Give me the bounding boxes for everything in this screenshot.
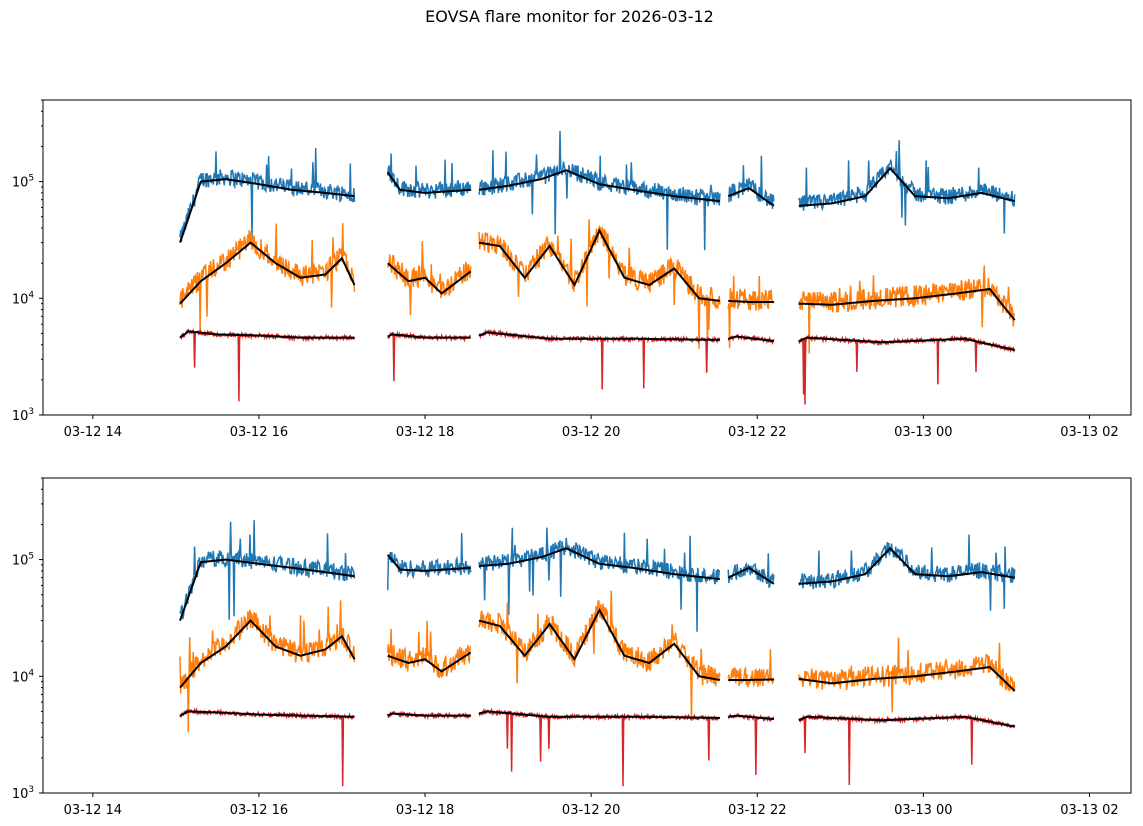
y-tick-label: 105 bbox=[12, 174, 34, 191]
y-tick-label: 103 bbox=[12, 407, 34, 424]
series-high-smooth-seg-0 bbox=[179, 558, 355, 621]
series-mid-raw-seg-2 bbox=[478, 590, 721, 722]
series-low-raw-seg-2 bbox=[478, 707, 721, 787]
series-low-smooth-seg-1 bbox=[387, 333, 471, 339]
series-low-smooth-seg-0 bbox=[179, 330, 355, 339]
x-tick-label: 03-12 18 bbox=[396, 425, 454, 440]
axes-frame bbox=[42, 99, 1132, 416]
series-mid-smooth-seg-0 bbox=[179, 619, 356, 689]
series-high-smooth-seg-4 bbox=[798, 546, 1015, 585]
series-low-raw-seg-3 bbox=[727, 713, 775, 776]
series-high-smooth-seg-0 bbox=[179, 178, 355, 243]
series-low-raw-seg-0 bbox=[179, 328, 356, 402]
x-tick-label: 03-12 14 bbox=[64, 803, 122, 818]
x-tick-label: 03-12 14 bbox=[64, 425, 122, 440]
series-mid-smooth-seg-1 bbox=[387, 262, 472, 295]
series-mid-raw-seg-4 bbox=[798, 637, 1016, 713]
plot-area bbox=[179, 520, 1016, 787]
series-low-smooth-seg-3 bbox=[728, 714, 775, 721]
x-tick-label: 03-12 22 bbox=[728, 803, 786, 818]
series-mid-raw-seg-0 bbox=[179, 223, 356, 331]
series-mid-smooth-seg-3 bbox=[728, 299, 774, 303]
series-mid-raw-seg-0 bbox=[179, 600, 356, 733]
series-high-raw-seg-2 bbox=[478, 527, 720, 632]
series-low-raw-seg-1 bbox=[387, 330, 471, 382]
x-tick-label: 03-12 22 bbox=[728, 425, 786, 440]
series-mid-smooth-seg-4 bbox=[798, 287, 1016, 321]
x-tick-label: 03-13 02 bbox=[1060, 803, 1118, 818]
series-high-raw-seg-1 bbox=[386, 153, 472, 199]
y-tick-label: 103 bbox=[12, 785, 34, 802]
series-mid-raw-seg-3 bbox=[727, 649, 775, 688]
y-tick-label: 104 bbox=[12, 290, 35, 307]
x-tick-label: 03-13 02 bbox=[1060, 425, 1118, 440]
series-high-raw-seg-0 bbox=[179, 148, 356, 242]
x-tick-label: 03-13 00 bbox=[894, 425, 952, 440]
series-mid-smooth-seg-2 bbox=[478, 228, 721, 302]
series-mid-smooth-seg-4 bbox=[798, 665, 1016, 692]
series-mid-raw-seg-1 bbox=[386, 620, 472, 679]
figure-title: EOVSA flare monitor for 2026-03-12 bbox=[425, 7, 714, 26]
series-high-raw-seg-4 bbox=[798, 534, 1016, 611]
x-tick-label: 03-12 20 bbox=[562, 425, 620, 440]
series-low-smooth-seg-1 bbox=[387, 712, 471, 717]
series-low-raw-seg-4 bbox=[798, 334, 1016, 405]
series-high-raw-seg-0 bbox=[179, 520, 356, 620]
series-mid-smooth-seg-0 bbox=[179, 241, 356, 305]
series-high-raw-seg-1 bbox=[386, 532, 472, 591]
series-low-raw-seg-0 bbox=[179, 706, 355, 787]
series-low-raw-seg-4 bbox=[798, 713, 1016, 786]
x-tick-label: 03-12 20 bbox=[562, 803, 620, 818]
series-high-smooth-seg-2 bbox=[478, 547, 720, 581]
x-tick-label: 03-12 18 bbox=[396, 803, 454, 818]
x-tick-label: 03-13 00 bbox=[894, 803, 952, 818]
series-low-smooth-seg-4 bbox=[798, 715, 1015, 728]
series-high-smooth-seg-1 bbox=[386, 554, 471, 572]
series-high-smooth-seg-3 bbox=[727, 186, 775, 207]
y-tick-label: 105 bbox=[12, 552, 34, 569]
y-tick-label: 104 bbox=[12, 668, 35, 685]
series-high-smooth-seg-2 bbox=[478, 169, 720, 203]
subplot-bottom: 03-12 14 03-12 16 03-12 18 03-12 20 03-12 22… bbox=[12, 477, 1132, 818]
series-high-smooth-seg-3 bbox=[727, 566, 775, 585]
subplot-top: 03-12 14 03-12 16 03-12 18 03-12 20 03-12 22… bbox=[12, 99, 1132, 440]
series-high-raw-seg-3 bbox=[727, 553, 775, 589]
series-low-smooth-seg-2 bbox=[478, 331, 720, 341]
series-low-smooth-seg-0 bbox=[179, 710, 355, 718]
plot-area bbox=[179, 130, 1016, 405]
series-mid-smooth-seg-1 bbox=[387, 651, 472, 673]
series-mid-raw-seg-4 bbox=[798, 265, 1015, 354]
x-tick-label: 03-12 16 bbox=[230, 803, 288, 818]
series-high-smooth-seg-4 bbox=[798, 166, 1015, 207]
x-tick-label: 03-12 16 bbox=[230, 425, 288, 440]
series-low-smooth-seg-3 bbox=[727, 335, 775, 343]
series-mid-smooth-seg-3 bbox=[728, 678, 774, 681]
series-mid-raw-seg-2 bbox=[478, 219, 721, 349]
series-low-smooth-seg-4 bbox=[798, 336, 1015, 352]
series-mid-raw-seg-1 bbox=[386, 240, 472, 316]
series-high-raw-seg-2 bbox=[478, 130, 721, 251]
series-mid-raw-seg-3 bbox=[727, 275, 775, 349]
series-low-smooth-seg-2 bbox=[478, 710, 720, 719]
series-mid-smooth-seg-2 bbox=[478, 607, 721, 681]
series-high-smooth-seg-1 bbox=[386, 171, 471, 194]
axes-frame bbox=[42, 477, 1132, 794]
